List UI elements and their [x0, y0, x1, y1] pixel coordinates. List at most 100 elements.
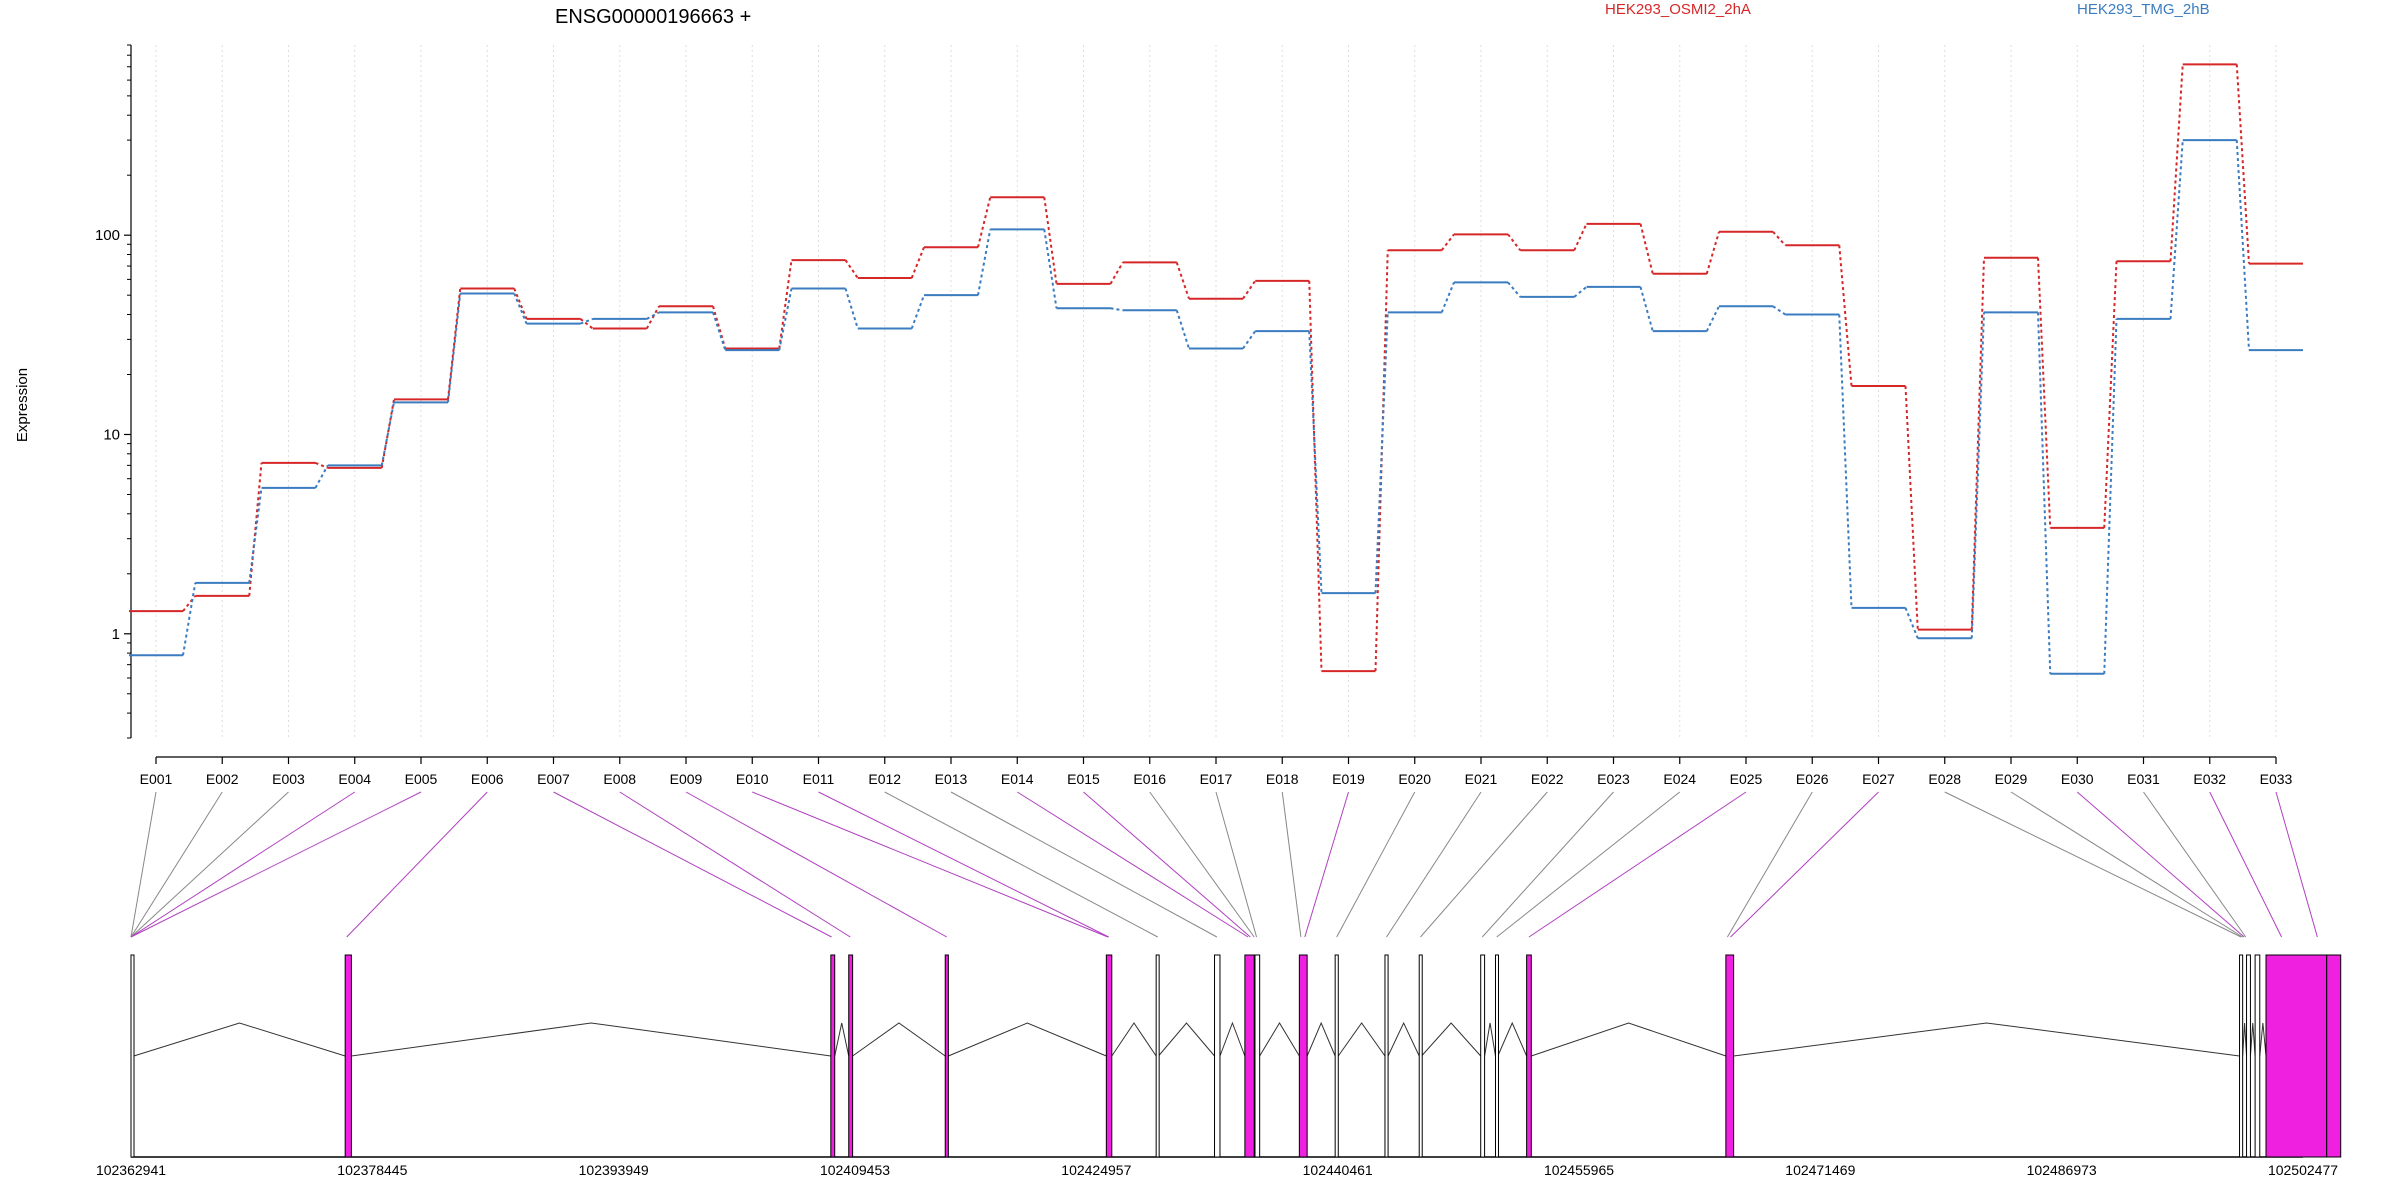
exon-highlighted — [2265, 954, 2328, 1158]
series-2-connector — [1639, 286, 1654, 332]
x-tick-label: E008 — [603, 771, 636, 787]
series-1-connector — [579, 318, 594, 330]
exon-connector — [1281, 791, 1302, 938]
exon — [2239, 954, 2244, 1158]
series-2-connector — [513, 293, 528, 324]
intron-line — [1531, 1022, 1727, 1057]
exon-connector — [130, 791, 289, 938]
series-2-connector — [248, 487, 263, 584]
genomic-coordinate-label: 102362941 — [96, 1162, 166, 1178]
x-tick-label: E024 — [1663, 771, 1696, 787]
exon — [1254, 954, 1261, 1158]
exon-connector — [1083, 791, 1251, 938]
series-2-connector — [1440, 281, 1455, 313]
series-1-connector — [447, 288, 462, 400]
x-tick-label: E015 — [1067, 771, 1100, 787]
intron-line — [948, 1022, 1107, 1057]
x-tick-label: E016 — [1133, 771, 1166, 787]
x-tick-label: E004 — [338, 771, 371, 787]
intron-line — [1497, 1021, 1528, 1057]
series-2-connector — [447, 293, 462, 403]
genomic-coordinate-label: 102409453 — [820, 1162, 890, 1178]
genomic-coordinate-label: 102424957 — [1061, 1162, 1131, 1178]
x-tick-label: E009 — [670, 771, 703, 787]
series-1-connector — [2103, 261, 2118, 528]
y-tick-label: 10 — [103, 426, 120, 443]
genomic-coordinate-label: 102455965 — [1544, 1162, 1614, 1178]
series-1-connector — [1043, 197, 1058, 284]
gene-model: 102362941 102378445 102393949 102409453 1024… — [96, 791, 2342, 1178]
x-tick-label: E014 — [1001, 771, 1034, 787]
series-1-connector — [1308, 280, 1323, 672]
x-tick-label: E017 — [1200, 771, 1233, 787]
series-2-connector — [712, 312, 727, 351]
series-2-connector — [580, 317, 594, 325]
series-1-connector — [2235, 64, 2250, 264]
plot-area: 1 10 100 E001 E002 E003 E004 E005 E006 E007 E008 E0… — [95, 44, 2303, 787]
series-1-connector — [645, 305, 660, 330]
exon-connector — [2143, 791, 2247, 938]
legend-entry-series-2: HEK293_TMG_2hB — [2077, 1, 2210, 18]
x-tick-label: E031 — [2127, 771, 2160, 787]
exon-connector — [1944, 791, 2242, 938]
series-2-connector — [2037, 312, 2052, 674]
y-axis-title: Expression — [14, 368, 31, 442]
exon-connector — [818, 791, 1109, 938]
exon-connector — [2275, 791, 2318, 938]
genomic-coordinate-label: 102393949 — [579, 1162, 649, 1178]
intron-line — [351, 1022, 831, 1057]
x-tick-label: E033 — [2260, 771, 2293, 787]
x-tick-label: E010 — [736, 771, 769, 787]
exon-connector — [1215, 791, 1258, 938]
exon-connector — [619, 791, 851, 938]
genomic-coordinate-label: 102440461 — [1303, 1162, 1373, 1178]
exon — [1384, 954, 1389, 1158]
x-tick-label: E025 — [1730, 771, 1763, 787]
series-2-connector — [1838, 314, 1853, 608]
x-tick-label: E011 — [803, 771, 835, 787]
legend-entry-series-1: HEK293_OSMI2_2hA — [1605, 1, 1751, 18]
series-1-connector — [1242, 280, 1257, 300]
exon-highlighted — [944, 954, 949, 1158]
exon-connector — [1496, 791, 1681, 938]
exon — [1334, 954, 1339, 1158]
intron-line — [1337, 1022, 1386, 1057]
y-tick-label: 1 — [112, 626, 120, 643]
exon-connector — [1726, 791, 1813, 938]
exon — [130, 954, 135, 1158]
series-1-connector — [910, 246, 925, 279]
intron-line — [1219, 1021, 1246, 1057]
x-tick-label: E029 — [1995, 771, 2028, 787]
series-1-connector — [182, 595, 197, 612]
series-1-connector — [1175, 262, 1190, 300]
x-tick-label: E018 — [1266, 771, 1299, 787]
exon-connector — [2209, 791, 2283, 938]
x-tick-label: E005 — [405, 771, 438, 787]
series-1-connector — [513, 288, 528, 320]
exon — [1155, 954, 1160, 1158]
genomic-coordinate-label: 102378445 — [337, 1162, 407, 1178]
series-2-connector — [844, 288, 859, 329]
x-tick-label: E013 — [935, 771, 968, 787]
exon — [1480, 954, 1486, 1158]
x-tick-label: E022 — [1531, 771, 1564, 787]
exon-highlighted — [848, 954, 854, 1158]
x-tick-label: E023 — [1597, 771, 1630, 787]
series-2-connector — [380, 402, 395, 466]
exon-connector — [1481, 791, 1614, 938]
series-1-connector — [1970, 257, 1985, 630]
intron-line — [1111, 1022, 1157, 1057]
series-2 — [129, 139, 2303, 675]
x-tick-label: E006 — [471, 771, 504, 787]
intron-line — [1421, 1022, 1482, 1057]
series-2-connector — [1374, 312, 1389, 594]
intron-line — [1158, 1022, 1215, 1057]
series-1-connector — [1109, 261, 1124, 285]
exon-highlighted — [830, 954, 836, 1158]
x-tick-label: E007 — [537, 771, 570, 787]
series-2-connector — [910, 294, 925, 329]
series-2-connector — [1110, 307, 1123, 312]
series-2-connector — [2235, 140, 2250, 351]
series-2-connector — [1043, 229, 1058, 309]
